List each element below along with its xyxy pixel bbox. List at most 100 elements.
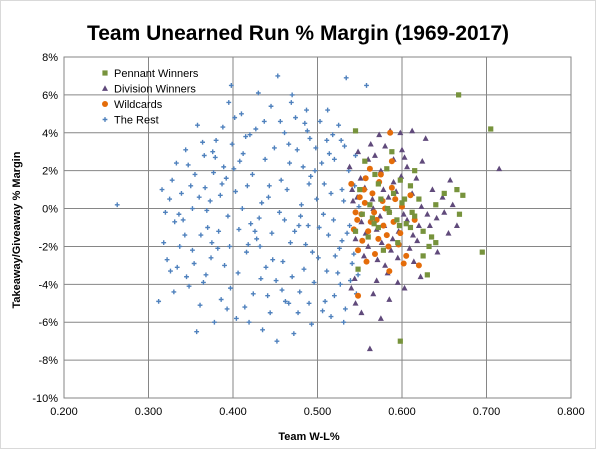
data-point-the-rest [304,107,309,113]
data-point-the-rest [280,259,286,264]
data-point-wildcards [403,252,410,259]
data-point-division-winners [355,148,362,155]
data-point-division-winners [419,157,426,164]
data-point-the-rest [274,338,280,344]
data-point-the-rest [161,240,167,246]
data-point-the-rest [174,264,180,270]
data-point-the-rest [204,208,210,213]
data-points [114,73,503,352]
data-point-the-rest [201,280,206,285]
data-point-pennant-winners [433,202,439,208]
x-tick-label: 0.300 [135,406,163,418]
data-point-wildcards [387,129,394,136]
data-point-division-winners [380,186,387,193]
data-point-pennant-winners [456,92,462,98]
data-point-pennant-winners [355,266,361,272]
chart-title: Team Unearned Run % Margin (1969-2017) [87,22,509,45]
data-point-the-rest [172,219,178,225]
data-point-the-rest [303,242,309,247]
data-point-the-rest [321,181,327,187]
data-point-the-rest [229,141,235,147]
data-point-the-rest [171,289,177,295]
data-point-pennant-winners [384,166,390,172]
data-point-division-winners [394,254,401,261]
data-point-division-winners [358,309,365,316]
data-point-division-winners [348,284,355,291]
data-point-division-winners [377,315,384,321]
data-point-the-rest [179,191,184,196]
series-pennant-winners [352,92,494,344]
data-point-the-rest [278,177,284,183]
data-point-pennant-winners [441,190,447,196]
x-tick-label: 0.200 [50,406,78,418]
data-point-pennant-winners [372,171,378,178]
data-point-the-rest [349,261,355,266]
data-point-pennant-winners [416,196,422,202]
data-point-the-rest [311,280,317,285]
data-point-division-winners [349,197,356,204]
data-point-the-rest [250,172,255,177]
data-point-the-rest [254,236,260,242]
data-point-the-rest [207,198,213,204]
data-point-pennant-winners [420,228,426,234]
data-point-the-rest [291,331,297,336]
data-point-the-rest [255,90,261,96]
data-point-the-rest [194,329,200,335]
data-point-the-rest [163,209,168,215]
data-point-division-winners [445,229,452,236]
data-point-the-rest [233,316,239,321]
data-point-the-rest [265,293,271,299]
data-point-division-winners [434,248,441,255]
data-point-division-winners [409,231,416,238]
data-point-the-rest [355,272,361,278]
data-point-the-rest [250,291,256,297]
data-point-wildcards [371,209,378,216]
data-point-the-rest [217,192,223,198]
data-point-the-rest [247,132,253,138]
data-point-division-winners [449,201,456,208]
data-point-the-rest [209,240,215,246]
data-point-the-rest [208,255,214,261]
data-point-division-winners [365,243,372,249]
data-point-the-rest [197,302,203,308]
x-tick-label: 0.700 [473,406,501,418]
data-point-pennant-winners [409,209,415,215]
data-point-the-rest [269,230,275,236]
data-point-the-rest [169,177,175,183]
data-point-the-rest [202,185,208,191]
y-tick-label: 6% [42,90,58,102]
y-tick-label: 8% [42,52,58,64]
data-point-pennant-winners [488,126,494,132]
data-point-wildcards [377,171,384,178]
data-point-pennant-winners [420,253,426,259]
data-point-the-rest [212,155,218,160]
data-point-division-winners [418,203,425,210]
data-point-the-rest [339,187,345,193]
data-point-wildcards [385,243,392,250]
data-point-the-rest [342,306,348,312]
data-point-the-rest [258,276,264,282]
data-point-the-rest [177,244,183,249]
data-point-division-winners [433,214,440,221]
data-point-the-rest [261,119,267,124]
data-point-division-winners [366,345,373,352]
data-point-the-rest [236,226,242,232]
legend-label-pennant-winners: Pennant Winners [114,68,199,80]
data-point-the-rest [159,187,165,193]
y-tick-label: 2% [42,166,58,178]
data-point-the-rest [321,211,326,217]
data-point-the-rest [235,270,241,276]
data-point-the-rest [300,164,306,170]
data-point-the-rest [337,245,342,251]
data-point-the-rest [288,100,294,105]
data-point-wildcards [361,199,368,206]
legend-label-wildcards: Wildcards [114,99,163,111]
data-point-the-rest [227,244,233,249]
data-point-the-rest [252,228,258,234]
y-tick-label: -8% [38,355,58,367]
data-point-division-winners [360,252,367,259]
data-point-the-rest [297,289,303,295]
data-point-the-rest [239,111,244,117]
data-point-the-rest [317,119,323,124]
data-point-pennant-winners [390,190,397,196]
